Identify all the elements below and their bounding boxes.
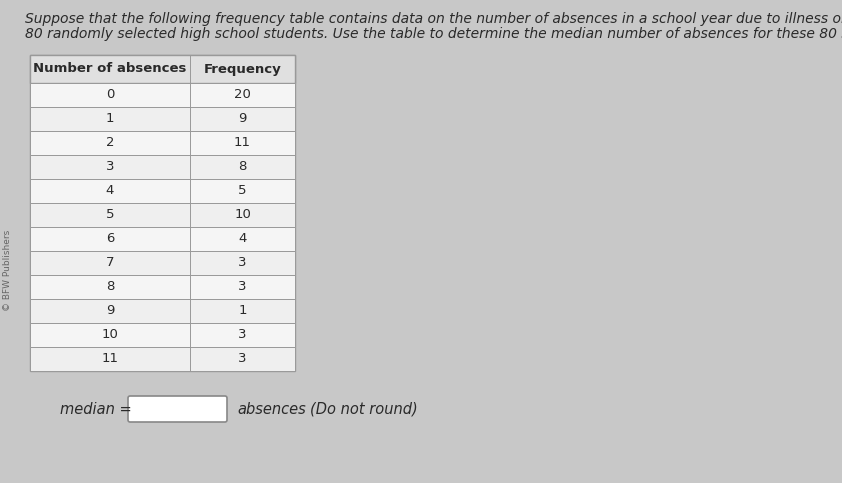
Bar — [30, 131, 295, 155]
Text: 1: 1 — [238, 304, 247, 317]
Bar — [30, 83, 295, 107]
Bar — [30, 323, 295, 347]
Text: 20: 20 — [234, 88, 251, 101]
Text: 4: 4 — [238, 232, 247, 245]
Text: 3: 3 — [106, 160, 115, 173]
Text: Suppose that the following frequency table contains data on the number of absenc: Suppose that the following frequency tab… — [25, 12, 842, 26]
Text: 3: 3 — [238, 353, 247, 366]
Bar — [30, 203, 295, 227]
Text: 3: 3 — [238, 281, 247, 294]
Text: 3: 3 — [238, 256, 247, 270]
Text: 11: 11 — [102, 353, 119, 366]
Text: 8: 8 — [238, 160, 247, 173]
Text: 4: 4 — [106, 185, 115, 198]
Text: © BFW Publishers: © BFW Publishers — [3, 229, 13, 311]
Text: 2: 2 — [106, 137, 115, 150]
Bar — [30, 251, 295, 275]
Bar — [30, 299, 295, 323]
Text: 7: 7 — [106, 256, 115, 270]
Text: Frequency: Frequency — [204, 62, 281, 75]
Text: 5: 5 — [238, 185, 247, 198]
Text: 80 randomly selected high school students. Use the table to determine the median: 80 randomly selected high school student… — [25, 27, 842, 41]
Bar — [30, 179, 295, 203]
Bar — [30, 227, 295, 251]
FancyBboxPatch shape — [128, 396, 227, 422]
Bar — [30, 347, 295, 371]
Bar — [30, 107, 295, 131]
Text: 6: 6 — [106, 232, 115, 245]
Text: (Do not round): (Do not round) — [310, 401, 418, 416]
Text: 0: 0 — [106, 88, 115, 101]
Text: 11: 11 — [234, 137, 251, 150]
Text: 1: 1 — [106, 113, 115, 126]
Text: 10: 10 — [102, 328, 119, 341]
Text: median =: median = — [60, 401, 131, 416]
Text: 3: 3 — [238, 328, 247, 341]
Text: 9: 9 — [238, 113, 247, 126]
Text: 8: 8 — [106, 281, 115, 294]
Bar — [30, 55, 295, 371]
Bar — [30, 155, 295, 179]
Text: absences: absences — [237, 401, 306, 416]
Text: 10: 10 — [234, 209, 251, 222]
Text: Number of absences: Number of absences — [34, 62, 187, 75]
Bar — [30, 275, 295, 299]
Text: 5: 5 — [106, 209, 115, 222]
Bar — [30, 55, 295, 83]
Text: 9: 9 — [106, 304, 115, 317]
